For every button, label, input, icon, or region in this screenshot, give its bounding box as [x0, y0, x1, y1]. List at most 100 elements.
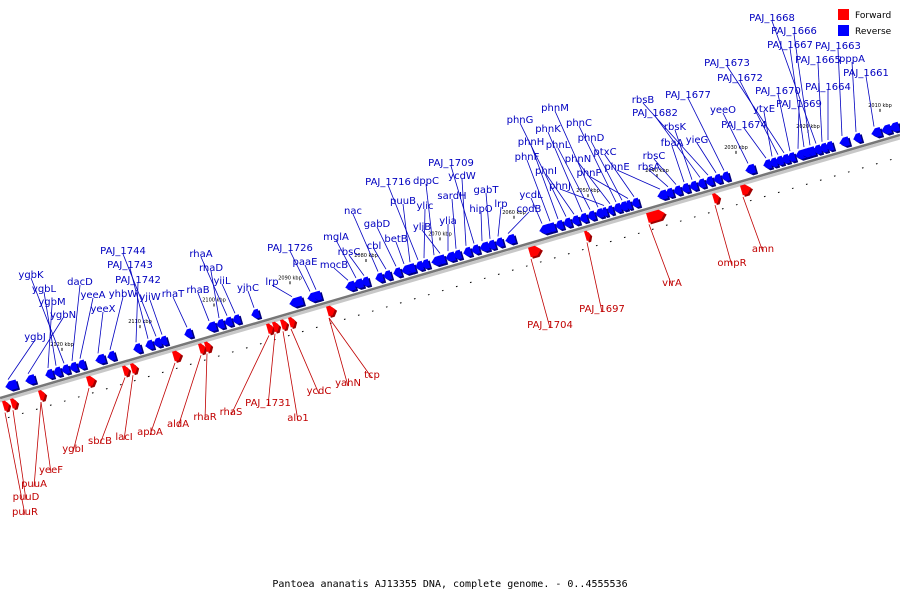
forward-gene-arrow: [712, 193, 722, 206]
minor-tick: [595, 244, 598, 247]
reverse-gene-label: rbsC: [643, 151, 666, 162]
forward-gene-label: yeeF: [39, 465, 63, 476]
reverse-gene-label: ygbM: [38, 297, 65, 308]
reverse-gene-label-leader: [545, 173, 575, 215]
minor-tick: [315, 326, 318, 329]
minor-tick: [637, 232, 640, 235]
reverse-gene-arrow: [601, 206, 611, 218]
reverse-gene-label: yjiW: [139, 292, 160, 303]
forward-gene-arrow: [740, 184, 754, 197]
reverse-gene-label-leader: [335, 239, 357, 279]
forward-gene-label-leader: [230, 335, 270, 416]
reverse-gene-arrow: [133, 343, 145, 355]
reverse-gene-arrow: [495, 237, 507, 249]
forward-gene-arrow: [2, 400, 12, 413]
forward-gene-arrow: [10, 398, 20, 411]
minor-tick: [119, 383, 122, 386]
reverse-gene-label-leader: [696, 142, 717, 173]
minor-tick: [539, 261, 542, 263]
reverse-gene-label: phnH: [518, 137, 545, 148]
reverse-gene-label-leader: [289, 250, 311, 292]
reverse-gene-label-leader: [588, 175, 629, 199]
minor-tick: [49, 404, 52, 406]
reverse-gene-arrow: [95, 353, 109, 366]
reverse-gene-arrow: [375, 272, 387, 284]
minor-tick: [441, 289, 444, 292]
reverse-gene-label: pppA: [839, 54, 865, 65]
minor-tick: [693, 216, 696, 218]
minor-tick: [567, 253, 570, 255]
reverse-gene-label: yeeO: [710, 105, 736, 116]
forward-gene-label: amn: [752, 244, 774, 255]
forward-gene-label: aldA: [167, 419, 189, 430]
reverse-gene-arrow: [251, 308, 263, 320]
forward-gene-arrow: [204, 341, 214, 354]
forward-gene-label-leader: [4, 412, 26, 516]
reverse-gene-label-leader: [221, 283, 236, 314]
minor-tick: [259, 343, 262, 345]
tick-label: 2080 kbp: [354, 253, 378, 259]
minor-tick: [399, 302, 402, 304]
forward-gene-arrow: [172, 350, 184, 363]
minor-tick: [721, 208, 724, 210]
reverse-gene-label: phnJ: [549, 181, 571, 192]
forward-gene-label-leader: [290, 328, 320, 395]
reverse-gene-label-leader: [304, 264, 317, 290]
reverse-gene-arrow: [45, 368, 57, 381]
reverse-gene-label: PAJ_1665: [795, 55, 841, 66]
minor-tick: [679, 220, 682, 222]
minor-tick: [833, 175, 836, 177]
reverse-gene-arrow: [853, 132, 865, 145]
minor-tick: [203, 359, 206, 361]
forward-gene-label: yahN: [335, 378, 361, 389]
reverse-gene-label: PAJ_1674: [721, 120, 767, 131]
reverse-gene-label-leader: [47, 304, 53, 368]
reverse-gene-label: phnE: [604, 162, 629, 173]
minor-tick: [665, 224, 668, 226]
forward-gene-label-leader: [328, 317, 349, 387]
reverse-gene-label-leader: [200, 256, 228, 316]
reverse-gene-label-leader: [402, 203, 411, 263]
reverse-gene-label-leader: [530, 144, 559, 220]
minor-tick: [413, 298, 416, 300]
reverse-gene-arrow: [361, 276, 373, 288]
reverse-gene-arrow: [871, 126, 885, 139]
minor-tick: [749, 199, 752, 202]
minor-tick: [63, 400, 66, 402]
reverse-gene-label: lrp: [265, 277, 278, 288]
minor-tick: [455, 285, 458, 288]
forward-gene-arrow: [288, 316, 298, 329]
reverse-gene-label: rbsB: [632, 95, 655, 106]
minor-tick: [343, 318, 346, 320]
minor-tick: [623, 236, 626, 239]
reverse-gene-label-leader: [526, 159, 551, 222]
forward-gene-label: puuD: [13, 492, 40, 503]
reverse-gene-label-leader: [507, 211, 530, 234]
reverse-gene-arrow: [607, 205, 617, 217]
axis-line: [0, 133, 900, 400]
forward-gene-label: PAJ_1697: [579, 304, 625, 315]
reverse-gene-label: dacD: [67, 277, 93, 288]
reverse-gene-label: yjhC: [237, 283, 259, 294]
tick-label: 2060 kbp: [502, 210, 526, 216]
reverse-gene-arrow: [107, 350, 119, 363]
tick-label: 2100 kbp: [202, 297, 226, 303]
reverse-gene-label-leader: [172, 296, 188, 328]
reverse-gene-label: phnN: [565, 154, 592, 165]
forward-gene-arrow: [266, 323, 276, 336]
reverse-gene-label: ygbN: [50, 310, 76, 321]
reverse-gene-arrow: [839, 136, 853, 148]
reverse-gene-label: dppC: [413, 176, 439, 187]
tick-label: 2050 kbp: [576, 188, 600, 194]
gene-features: [2, 121, 900, 413]
forward-gene-arrow: [122, 365, 132, 378]
reverse-gene-label-leader: [547, 131, 583, 213]
reverse-gene-label: PAJ_1669: [776, 99, 822, 110]
strand-legend: Forward Reverse: [838, 9, 892, 37]
reverse-gene-label: rhaT: [162, 289, 185, 300]
kbp-ticks: 2120 kbp 2110 kbp 2100 kbp 2090 kbp 2080 kbp…: [50, 103, 892, 351]
reverse-gene-label: PAJ_1726: [267, 243, 313, 254]
minor-tick: [735, 203, 738, 206]
reverse-gene-label: phnP: [576, 168, 601, 179]
reverse-gene-label: paaE: [293, 257, 318, 268]
